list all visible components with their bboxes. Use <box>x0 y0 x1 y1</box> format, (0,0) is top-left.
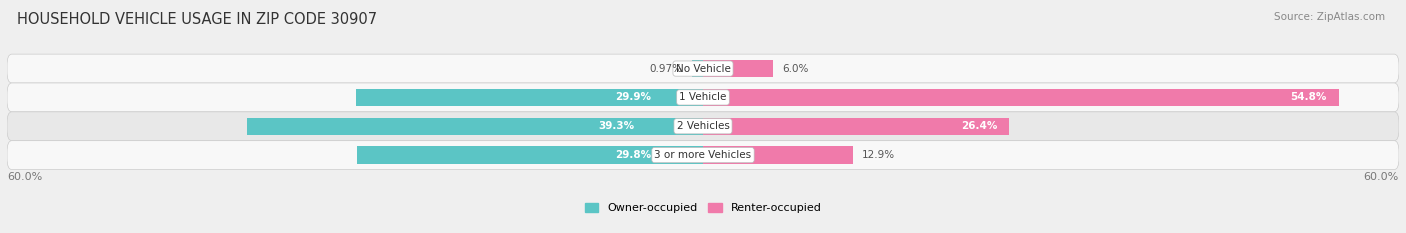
Bar <box>703 147 852 164</box>
Text: No Vehicle: No Vehicle <box>675 64 731 74</box>
Text: Source: ZipAtlas.com: Source: ZipAtlas.com <box>1274 12 1385 22</box>
Text: 12.9%: 12.9% <box>862 150 896 160</box>
Bar <box>357 147 703 164</box>
Text: 0.97%: 0.97% <box>650 64 682 74</box>
Bar <box>692 60 703 77</box>
Text: 60.0%: 60.0% <box>1364 172 1399 182</box>
Text: HOUSEHOLD VEHICLE USAGE IN ZIP CODE 30907: HOUSEHOLD VEHICLE USAGE IN ZIP CODE 3090… <box>17 12 377 27</box>
Bar <box>703 89 1339 106</box>
Text: 29.8%: 29.8% <box>614 150 651 160</box>
Text: 2 Vehicles: 2 Vehicles <box>676 121 730 131</box>
FancyBboxPatch shape <box>7 83 1399 112</box>
Bar <box>703 118 1010 135</box>
Text: 54.8%: 54.8% <box>1291 93 1327 103</box>
FancyBboxPatch shape <box>7 141 1399 170</box>
Text: 60.0%: 60.0% <box>7 172 42 182</box>
Text: 3 or more Vehicles: 3 or more Vehicles <box>654 150 752 160</box>
Text: 26.4%: 26.4% <box>962 121 998 131</box>
Bar <box>703 60 773 77</box>
FancyBboxPatch shape <box>7 54 1399 83</box>
Text: 1 Vehicle: 1 Vehicle <box>679 93 727 103</box>
Bar <box>356 89 703 106</box>
Bar <box>247 118 703 135</box>
Text: 29.9%: 29.9% <box>614 93 651 103</box>
Text: 6.0%: 6.0% <box>782 64 808 74</box>
Legend: Owner-occupied, Renter-occupied: Owner-occupied, Renter-occupied <box>581 199 825 218</box>
Text: 39.3%: 39.3% <box>599 121 634 131</box>
FancyBboxPatch shape <box>7 112 1399 141</box>
